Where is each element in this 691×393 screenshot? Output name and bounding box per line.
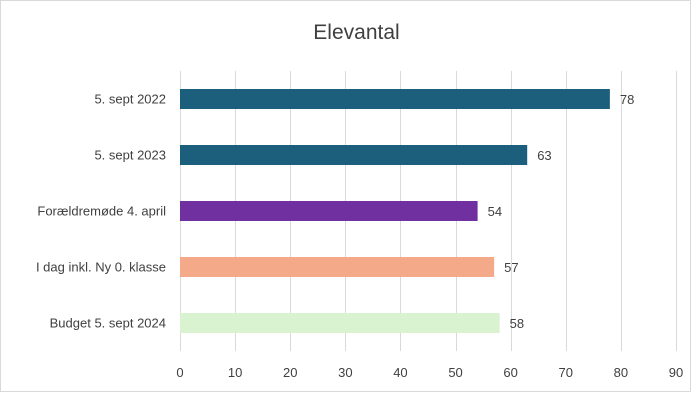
category-label: 5. sept 2023 [94,148,166,163]
x-tick-label: 30 [338,365,352,380]
x-tick-label: 0 [176,365,183,380]
bar [180,201,478,221]
bar [180,257,495,277]
category-label: I dag inkl. Ny 0. klasse [36,260,166,275]
x-tick-label: 50 [448,365,462,380]
data-label: 57 [504,260,518,275]
category-labels: 5. sept 2022 5. sept 2023 Forældremøde 4. … [36,92,166,331]
x-tick-label: 10 [228,365,242,380]
x-tick-label: 90 [669,365,683,380]
x-tick-label: 80 [614,365,628,380]
category-label: Budget 5. sept 2024 [50,316,166,331]
data-label: 54 [488,204,502,219]
x-tick-label: 20 [283,365,297,380]
data-label: 63 [537,148,551,163]
data-labels: 78 63 54 57 58 [488,92,635,331]
category-label: Forældremøde 4. april [37,204,166,219]
x-tick-label: 40 [393,365,407,380]
chart-title: Elevantal [313,21,400,44]
x-tick-label: 70 [559,365,573,380]
bar [180,89,610,109]
data-label: 58 [510,316,524,331]
x-axis-tick-labels: 0 10 20 30 40 50 60 70 80 90 [176,365,683,380]
data-label: 78 [620,92,634,107]
bar [180,145,528,165]
bar [180,313,500,333]
category-label: 5. sept 2022 [94,92,166,107]
x-tick-label: 60 [503,365,517,380]
bars [180,89,610,333]
